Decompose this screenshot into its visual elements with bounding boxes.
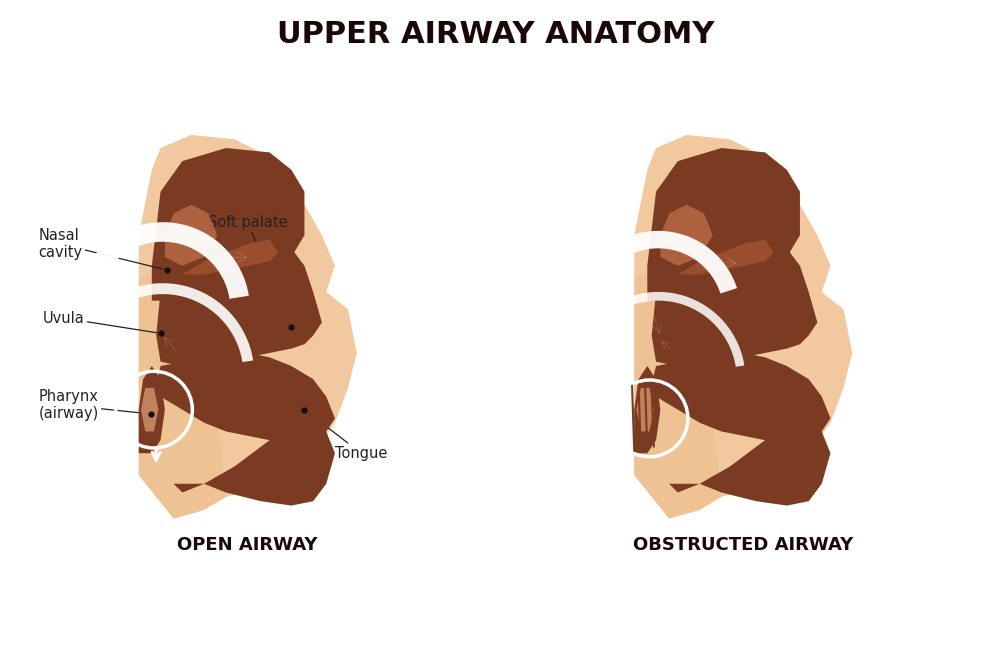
Text: Nasal
cavity: Nasal cavity bbox=[39, 228, 164, 269]
Polygon shape bbox=[152, 148, 304, 301]
Polygon shape bbox=[80, 222, 249, 299]
Text: Tongue: Tongue bbox=[308, 412, 387, 461]
Polygon shape bbox=[98, 283, 253, 362]
Polygon shape bbox=[157, 353, 335, 444]
Polygon shape bbox=[678, 240, 774, 275]
Text: Uvula: Uvula bbox=[43, 310, 157, 333]
Polygon shape bbox=[652, 244, 818, 366]
Polygon shape bbox=[634, 135, 852, 518]
Text: OPEN AIRWAY: OPEN AIRWAY bbox=[177, 536, 318, 554]
Text: OBSTRUCTED AIRWAY: OBSTRUCTED AIRWAY bbox=[633, 536, 853, 554]
Polygon shape bbox=[636, 388, 654, 432]
Polygon shape bbox=[165, 205, 217, 265]
Polygon shape bbox=[634, 265, 721, 518]
Polygon shape bbox=[139, 135, 357, 518]
Polygon shape bbox=[603, 292, 744, 367]
Polygon shape bbox=[139, 366, 165, 453]
Polygon shape bbox=[669, 423, 830, 506]
Polygon shape bbox=[577, 231, 737, 303]
Polygon shape bbox=[173, 423, 335, 506]
Text: UPPER AIRWAY ANATOMY: UPPER AIRWAY ANATOMY bbox=[276, 20, 715, 49]
Polygon shape bbox=[660, 205, 713, 265]
Polygon shape bbox=[647, 148, 800, 301]
Polygon shape bbox=[634, 366, 660, 453]
Polygon shape bbox=[182, 240, 278, 275]
Polygon shape bbox=[141, 388, 159, 432]
Text: Soft palate: Soft palate bbox=[208, 214, 289, 323]
Polygon shape bbox=[652, 353, 830, 444]
Text: Pharynx
(airway): Pharynx (airway) bbox=[39, 389, 147, 422]
Polygon shape bbox=[157, 244, 322, 366]
Polygon shape bbox=[139, 265, 226, 518]
